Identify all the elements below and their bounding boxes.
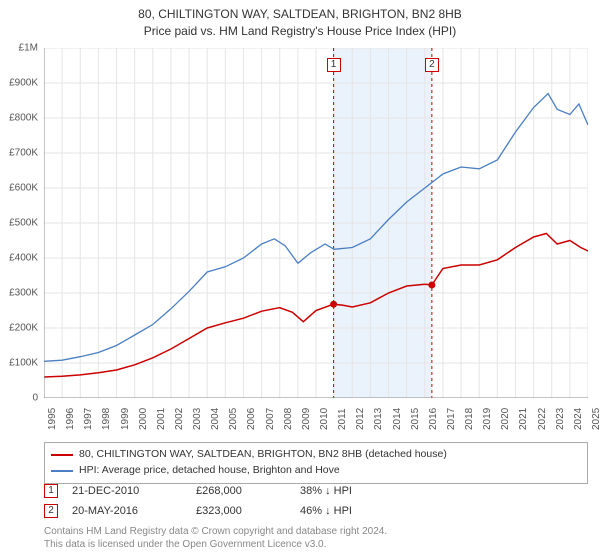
y-tick-label: £800K <box>9 113 38 124</box>
footnote-line1: Contains HM Land Registry data © Crown c… <box>44 525 588 538</box>
x-tick-label: 2001 <box>156 408 167 430</box>
x-tick-label: 2016 <box>428 408 439 430</box>
x-tick-label: 2024 <box>573 408 584 430</box>
y-tick-label: £900K <box>9 78 38 89</box>
legend-item-price-paid: 80, CHILTINGTON WAY, SALTDEAN, BRIGHTON,… <box>51 447 581 463</box>
x-tick-label: 2019 <box>482 408 493 430</box>
x-tick-label: 2003 <box>192 408 203 430</box>
y-tick-label: £200K <box>9 323 38 334</box>
sale-marker-2-flag: 2 <box>425 58 439 72</box>
x-tick-label: 2007 <box>265 408 276 430</box>
title-block: 80, CHILTINGTON WAY, SALTDEAN, BRIGHTON,… <box>0 0 600 40</box>
x-tick-label: 2012 <box>355 408 366 430</box>
y-tick-label: £600K <box>9 183 38 194</box>
legend-swatch-price-paid <box>51 454 73 456</box>
x-tick-label: 2018 <box>464 408 475 430</box>
sales-table: 1 21-DEC-2010 £268,000 38% ↓ HPI 2 20-MA… <box>44 482 588 522</box>
y-tick-label: £100K <box>9 358 38 369</box>
y-tick-label: £700K <box>9 148 38 159</box>
x-tick-label: 2006 <box>246 408 257 430</box>
x-tick-label: 2020 <box>500 408 511 430</box>
legend: 80, CHILTINGTON WAY, SALTDEAN, BRIGHTON,… <box>44 442 588 484</box>
x-tick-label: 2015 <box>410 408 421 430</box>
y-tick-label: 0 <box>32 393 38 404</box>
x-tick-label: 2009 <box>301 408 312 430</box>
title-subtitle: Price paid vs. HM Land Registry's House … <box>0 23 600 40</box>
legend-item-hpi: HPI: Average price, detached house, Brig… <box>51 463 581 479</box>
sale-row-1-price: £268,000 <box>196 485 286 497</box>
x-tick-label: 2021 <box>518 408 529 430</box>
sale-row-2-delta: 46% ↓ HPI <box>300 505 352 517</box>
sale-row-2-marker: 2 <box>44 504 58 518</box>
x-tick-label: 2014 <box>392 408 403 430</box>
sale-row-2-price: £323,000 <box>196 505 286 517</box>
x-tick-label: 1996 <box>65 408 76 430</box>
x-tick-label: 2023 <box>555 408 566 430</box>
x-tick-label: 1995 <box>47 408 58 430</box>
legend-label-price-paid: 80, CHILTINGTON WAY, SALTDEAN, BRIGHTON,… <box>79 447 447 463</box>
sale-row-1: 1 21-DEC-2010 £268,000 38% ↓ HPI <box>44 482 588 500</box>
y-axis-labels: 0£100K£200K£300K£400K£500K£600K£700K£800… <box>0 48 42 398</box>
sale-row-2-date: 20-MAY-2016 <box>72 505 182 517</box>
y-tick-label: £500K <box>9 218 38 229</box>
footnote: Contains HM Land Registry data © Crown c… <box>44 525 588 551</box>
x-tick-label: 1999 <box>120 408 131 430</box>
chart-svg <box>44 48 588 398</box>
sale-row-1-delta: 38% ↓ HPI <box>300 485 352 497</box>
title-address: 80, CHILTINGTON WAY, SALTDEAN, BRIGHTON,… <box>0 6 600 23</box>
x-tick-label: 2013 <box>373 408 384 430</box>
x-tick-label: 2025 <box>591 408 600 430</box>
x-tick-label: 1997 <box>83 408 94 430</box>
y-tick-label: £1M <box>19 43 38 54</box>
sale-row-1-date: 21-DEC-2010 <box>72 485 182 497</box>
y-tick-label: £400K <box>9 253 38 264</box>
x-tick-label: 1998 <box>101 408 112 430</box>
footnote-line2: This data is licensed under the Open Gov… <box>44 538 588 551</box>
legend-swatch-hpi <box>51 470 73 472</box>
x-tick-label: 2022 <box>537 408 548 430</box>
sale-marker-1-flag: 1 <box>327 58 341 72</box>
x-tick-label: 2005 <box>228 408 239 430</box>
x-axis-labels: 1995 1996 1997 1998 1999 2000 2001 2002 2003 2004… <box>44 400 588 440</box>
x-tick-label: 2008 <box>283 408 294 430</box>
chart-container: 80, CHILTINGTON WAY, SALTDEAN, BRIGHTON,… <box>0 0 600 560</box>
legend-label-hpi: HPI: Average price, detached house, Brig… <box>79 463 340 479</box>
x-tick-label: 2000 <box>138 408 149 430</box>
x-tick-label: 2004 <box>210 408 221 430</box>
sale-row-2: 2 20-MAY-2016 £323,000 46% ↓ HPI <box>44 502 588 520</box>
x-tick-label: 2002 <box>174 408 185 430</box>
chart-area <box>44 48 588 398</box>
sale-row-1-marker: 1 <box>44 484 58 498</box>
x-tick-label: 2017 <box>446 408 457 430</box>
y-tick-label: £300K <box>9 288 38 299</box>
x-tick-label: 2010 <box>319 408 330 430</box>
x-tick-label: 2011 <box>337 408 348 430</box>
